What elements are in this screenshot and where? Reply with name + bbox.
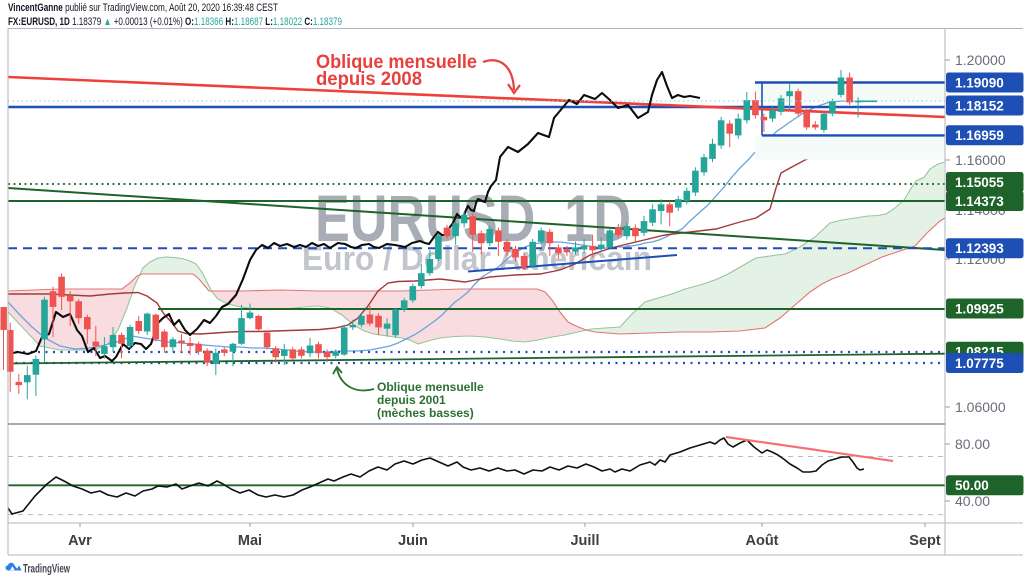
- svg-text:1.20000: 1.20000: [955, 52, 1006, 68]
- svg-text:TradingView: TradingView: [23, 564, 70, 576]
- svg-text:80.00: 80.00: [955, 436, 990, 452]
- svg-text:1.16000: 1.16000: [955, 152, 1006, 168]
- svg-text:1.16959: 1.16959: [955, 128, 1004, 143]
- svg-text:1.07775: 1.07775: [955, 356, 1004, 371]
- svg-text:Août: Août: [745, 533, 778, 549]
- svg-text:depuis 2008: depuis 2008: [316, 68, 422, 90]
- svg-text:VincentGanne publié sur Tradin: VincentGanne publié sur TradingView.com,…: [8, 2, 278, 14]
- svg-text:50.00: 50.00: [955, 478, 989, 493]
- svg-text:1.14373: 1.14373: [955, 194, 1004, 209]
- svg-text:Mai: Mai: [238, 533, 262, 549]
- svg-text:Juin: Juin: [398, 533, 428, 549]
- svg-text:40.00: 40.00: [955, 493, 990, 509]
- svg-text:(mèches basses): (mèches basses): [377, 406, 474, 420]
- svg-text:Oblique mensuelle: Oblique mensuelle: [377, 380, 484, 394]
- svg-text:Juill: Juill: [570, 533, 599, 549]
- svg-text:1.06000: 1.06000: [955, 399, 1006, 415]
- svg-text:1.18152: 1.18152: [955, 98, 1004, 113]
- svg-text:1.19090: 1.19090: [955, 75, 1004, 90]
- svg-text:1.09925: 1.09925: [955, 301, 1004, 316]
- svg-text:Oblique mensuelle: Oblique mensuelle: [316, 51, 477, 73]
- svg-text:1.15055: 1.15055: [955, 175, 1004, 190]
- svg-text:FX:EURUSD, 1D 1.18379 ▲ +0.00: FX:EURUSD, 1D 1.18379 ▲ +0.00013 (+0.01%…: [8, 16, 342, 28]
- svg-text:1.12393: 1.12393: [955, 241, 1004, 256]
- svg-text:Avr: Avr: [68, 533, 92, 549]
- svg-text:depuis 2001: depuis 2001: [377, 393, 446, 407]
- svg-text:Sept: Sept: [909, 533, 941, 549]
